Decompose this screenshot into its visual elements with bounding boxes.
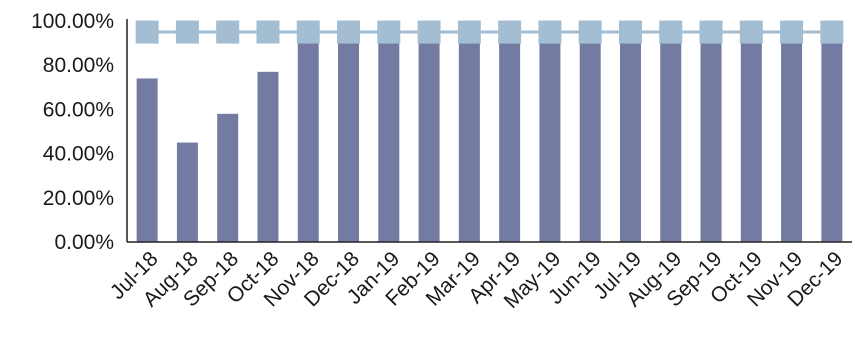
target-marker bbox=[417, 20, 441, 44]
bar bbox=[257, 71, 279, 242]
target-marker bbox=[820, 20, 844, 44]
y-axis-ticks: 0.00% 20.00% 40.00% 60.00% 80.00% 100.00% bbox=[31, 10, 114, 254]
bar bbox=[217, 113, 239, 242]
target-marker bbox=[296, 20, 320, 44]
target-marker bbox=[739, 20, 763, 44]
bar bbox=[781, 43, 803, 242]
bar bbox=[660, 43, 682, 242]
target-marker bbox=[457, 20, 481, 44]
y-tick-label: 80.00% bbox=[43, 54, 114, 77]
bar-series bbox=[136, 43, 843, 243]
bar bbox=[539, 43, 561, 242]
bar bbox=[338, 43, 360, 242]
bar bbox=[821, 43, 843, 242]
target-marker bbox=[175, 20, 199, 44]
target-marker bbox=[135, 20, 159, 44]
y-tick-label: 0.00% bbox=[54, 231, 114, 254]
bar bbox=[418, 43, 440, 242]
y-tick-label: 40.00% bbox=[43, 143, 114, 166]
bar bbox=[619, 43, 641, 242]
target-marker bbox=[780, 20, 804, 44]
target-marker bbox=[699, 20, 723, 44]
target-marker bbox=[377, 20, 401, 44]
bar bbox=[378, 43, 400, 242]
target-markers bbox=[135, 20, 844, 44]
y-tick-label: 60.00% bbox=[43, 98, 114, 121]
x-axis-labels: Jul-18Aug-18Sep-18Oct-18Nov-18Dec-18Jan-… bbox=[106, 247, 847, 313]
target-marker bbox=[578, 20, 602, 44]
bar bbox=[458, 43, 480, 242]
bar bbox=[579, 43, 601, 242]
y-tick-label: 100.00% bbox=[31, 10, 114, 33]
bar bbox=[176, 142, 198, 242]
target-marker bbox=[538, 20, 562, 44]
target-marker bbox=[337, 20, 361, 44]
bar bbox=[740, 43, 762, 242]
bar bbox=[136, 78, 158, 243]
target-marker bbox=[256, 20, 280, 44]
target-marker bbox=[618, 20, 642, 44]
bar bbox=[297, 43, 319, 242]
target-marker bbox=[659, 20, 683, 44]
target-marker bbox=[498, 20, 522, 44]
target-marker bbox=[216, 20, 240, 44]
y-tick-label: 20.00% bbox=[43, 187, 114, 210]
bar bbox=[499, 43, 521, 242]
bar bbox=[700, 43, 722, 242]
